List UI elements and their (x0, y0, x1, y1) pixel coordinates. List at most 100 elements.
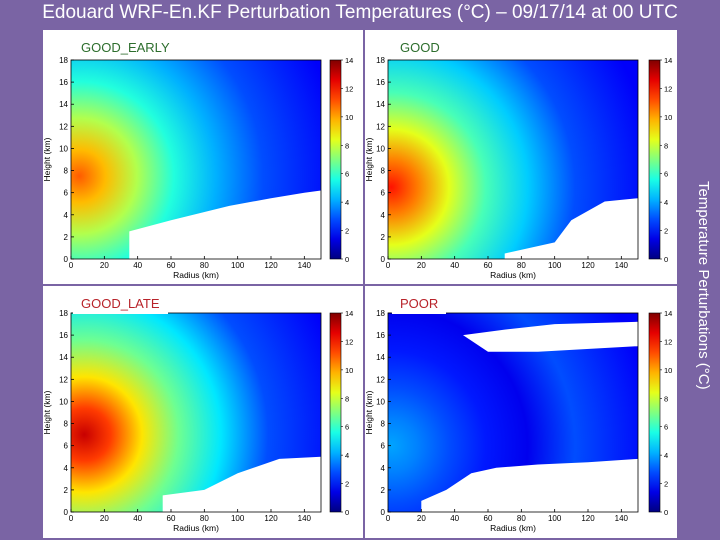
colorbar-tick-label: 4 (664, 198, 668, 207)
y-tick-label: 4 (64, 464, 69, 473)
plot-frame (387, 312, 639, 513)
y-axis-label: Height (km) (365, 390, 374, 434)
label-good: GOOD (392, 37, 448, 58)
y-tick-label: 10 (59, 397, 68, 406)
y-tick-label: 8 (381, 420, 386, 429)
y-tick-label: 0 (381, 255, 386, 264)
y-tick-label: 14 (59, 353, 68, 362)
colorbar-tick-label: 12 (664, 84, 672, 93)
colorbar-tick-label: 10 (345, 113, 353, 122)
x-tick-label: 0 (386, 514, 391, 523)
x-tick-label: 80 (200, 514, 209, 523)
colorbar-tick-label: 2 (664, 227, 668, 236)
y-tick-label: 4 (64, 211, 69, 220)
colorbar (329, 59, 342, 260)
panel-good-early: 0 20 40 60 80 100 120 140 0 2 4 6 8 10 12 14 16 18 Radius … (43, 30, 363, 284)
colorbar-tick-label: 14 (664, 309, 672, 318)
y-axis-label: Height (km) (43, 390, 52, 434)
colorbar-tick-label: 4 (345, 198, 349, 207)
x-tick-label: 120 (264, 514, 278, 523)
colorbar-tick-label: 2 (345, 480, 349, 489)
colorbar-tick-label: 4 (664, 451, 668, 460)
y-tick-label: 2 (381, 486, 386, 495)
colorbar-tick-label: 6 (664, 423, 668, 432)
chart-good: 0 20 40 60 80 100 120 140024681012141618Radius … (365, 56, 672, 280)
chart-good-early: 0 20 40 60 80 100 120 140024681012141618Radius … (43, 56, 353, 280)
plot-frame (70, 312, 322, 513)
colorbar-tick-label: 12 (345, 84, 353, 93)
x-tick-label: 40 (133, 514, 142, 523)
plot-frame (70, 59, 322, 260)
y-tick-label: 14 (376, 353, 385, 362)
x-tick-label: 100 (548, 514, 562, 523)
y-tick-label: 18 (59, 56, 68, 65)
y-tick-label: 16 (376, 78, 385, 87)
panel-good: 0 20 40 60 80 100 120 140 0 2 4 6 8 10 12 14 16 18 Radius … (365, 30, 677, 284)
x-tick-label: 0 (386, 261, 391, 270)
missing-region-lower-right (162, 456, 321, 512)
x-tick-label: 120 (581, 261, 595, 270)
y-tick-label: 4 (381, 211, 386, 220)
y-tick-label: 18 (376, 309, 385, 318)
y-tick-label: 12 (59, 375, 68, 384)
y-tick-label: 16 (376, 331, 385, 340)
x-tick-label: 120 (264, 261, 278, 270)
panel-good-late: 0 20 40 60 80 100 120 140 0 2 4 6 8 10 12 14 16 18 Radius … (43, 286, 363, 538)
x-tick-label: 100 (548, 261, 562, 270)
colorbar-tick-label: 6 (345, 423, 349, 432)
label-poor: POOR (392, 293, 447, 314)
missing-region-lower-right (504, 198, 638, 259)
y-tick-label: 2 (381, 233, 386, 242)
x-tick-label: 140 (615, 261, 629, 270)
label-good-late: GOOD_LATE (73, 293, 168, 314)
colorbar-tick-label: 0 (345, 508, 349, 517)
x-tick-label: 20 (100, 261, 109, 270)
x-tick-label: 40 (450, 514, 459, 523)
x-tick-label: 80 (517, 261, 526, 270)
colorbar-tick-label: 8 (664, 394, 668, 403)
y-axis-label: Height (km) (43, 137, 52, 181)
colorbar (648, 59, 661, 260)
y-tick-label: 4 (381, 464, 386, 473)
y-tick-label: 6 (381, 442, 386, 451)
x-tick-label: 140 (615, 514, 629, 523)
y-tick-label: 8 (381, 167, 386, 176)
y-tick-label: 2 (64, 233, 69, 242)
y-tick-label: 10 (376, 397, 385, 406)
colorbar-tick-label: 14 (345, 56, 353, 65)
colorbar-tick-label: 6 (664, 170, 668, 179)
missing-region-lower-right (129, 190, 321, 259)
chart-good-late: 0 20 40 60 80 100 120 140024681012141618Radius … (43, 309, 353, 533)
y-tick-label: 12 (376, 122, 385, 131)
y-tick-label: 10 (59, 144, 68, 153)
colorbar-tick-label: 10 (664, 366, 672, 375)
colorbar-tick-label: 10 (664, 113, 672, 122)
x-tick-label: 60 (484, 514, 493, 523)
label-good-early: GOOD_EARLY (73, 37, 178, 58)
y-tick-label: 8 (64, 167, 69, 176)
y-tick-label: 14 (59, 100, 68, 109)
x-tick-label: 40 (133, 261, 142, 270)
x-tick-label: 0 (69, 261, 74, 270)
y-tick-label: 0 (64, 508, 69, 517)
colorbar-tick-label: 0 (664, 508, 668, 517)
y-tick-label: 0 (381, 508, 386, 517)
x-tick-label: 80 (200, 261, 209, 270)
colorbar-axis-title: Temperature Perturbations (°C) (695, 180, 712, 390)
colorbar-tick-label: 14 (345, 309, 353, 318)
x-tick-label: 120 (581, 514, 595, 523)
plot-frame (387, 59, 639, 260)
colorbar-tick-label: 0 (664, 255, 668, 264)
y-tick-label: 6 (64, 442, 69, 451)
slide-title: Edouard WRF-En.KF Perturbation Temperatu… (42, 2, 678, 23)
colorbar-tick-label: 6 (345, 170, 349, 179)
x-tick-label: 40 (450, 261, 459, 270)
colorbar-tick-label: 2 (664, 480, 668, 489)
y-tick-label: 14 (376, 100, 385, 109)
y-tick-label: 6 (64, 189, 69, 198)
x-axis-label: Radius (km) (490, 523, 536, 533)
x-tick-label: 60 (167, 261, 176, 270)
chart-poor: 0 20 40 60 80 100 120 140024681012141618Radius … (365, 309, 672, 533)
x-tick-label: 20 (100, 514, 109, 523)
x-tick-label: 140 (298, 514, 312, 523)
